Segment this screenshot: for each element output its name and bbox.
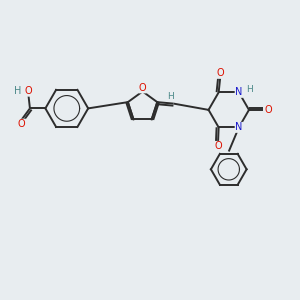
Text: O: O [18, 119, 26, 129]
Text: O: O [139, 83, 146, 93]
Text: N: N [235, 87, 243, 98]
Text: H: H [14, 86, 22, 96]
Text: H: H [246, 85, 253, 94]
Text: O: O [264, 105, 272, 115]
Text: O: O [25, 86, 32, 96]
Text: O: O [214, 141, 222, 152]
Text: H: H [167, 92, 173, 101]
Text: O: O [216, 68, 224, 78]
Text: N: N [235, 122, 243, 132]
